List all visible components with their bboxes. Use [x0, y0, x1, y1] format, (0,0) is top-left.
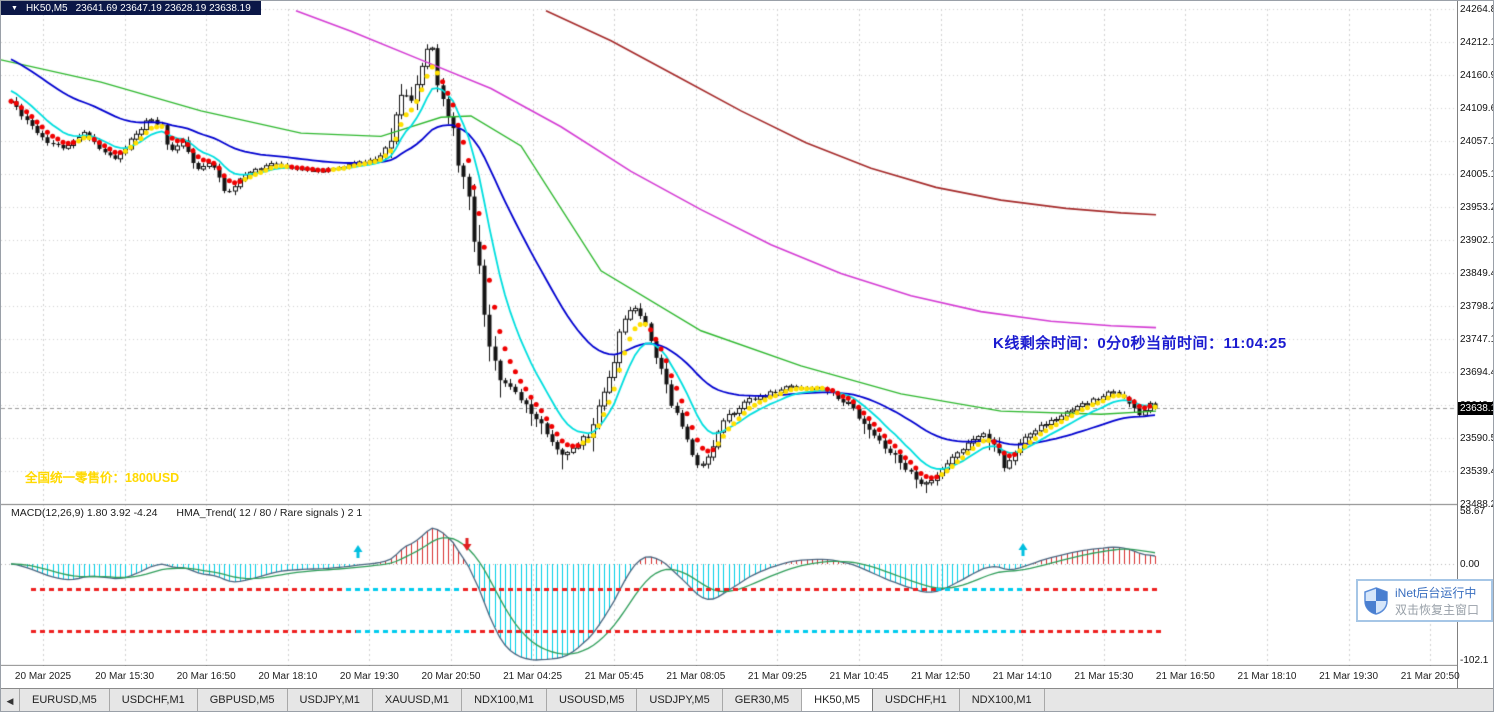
- tab-usdjpy-m5[interactable]: USDJPY,M5: [637, 689, 723, 711]
- time-axis[interactable]: 20 Mar 2025 20 Mar 15:30 20 Mar 16:50 20 Ma…: [1, 666, 1460, 688]
- chart-menu-icon[interactable]: ▼: [11, 4, 18, 12]
- tab-ger30-m5[interactable]: GER30,M5: [722, 689, 803, 711]
- time-axis-label: 21 Mar 08:05: [666, 671, 726, 682]
- macd-axis-label: -102.1: [1460, 655, 1489, 666]
- tab-usdjpy-m1[interactable]: USDJPY,M1: [287, 689, 373, 711]
- candle-countdown-annotation: K线剩余时间：0分0秒当前时间：11:04:25: [993, 335, 1287, 352]
- inet-popup-text: iNet后台运行中 双击恢复主窗口: [1395, 584, 1479, 618]
- macd-axis-label: 0.00: [1460, 559, 1480, 570]
- time-axis-label: 21 Mar 15:30: [1074, 671, 1134, 682]
- price-axis-label: 23488.25: [1460, 499, 1493, 510]
- price-axis-label: 24212.10: [1460, 37, 1493, 48]
- macd-indicator-label: MACD(12,26,9) 1.80 3.92 -4.24: [11, 507, 158, 519]
- time-axis-label: 20 Mar 15:30: [95, 671, 155, 682]
- price-axis-label: 23539.40: [1460, 466, 1493, 477]
- tab-usdchf-h1[interactable]: USDCHF,H1: [873, 689, 960, 711]
- tab-bar: ◀ EURUSD,M5 USDCHF,M1 GBPUSD,M5 USDJPY,M1 XA…: [1, 688, 1493, 711]
- tab-gbpusd-m5[interactable]: GBPUSD,M5: [197, 689, 288, 711]
- time-axis-label: 21 Mar 14:10: [992, 671, 1052, 682]
- chart-ohlc-values: 23641.69 23647.19 23628.19 23638.19: [75, 2, 251, 14]
- time-axis-label: 21 Mar 20:50: [1400, 671, 1460, 682]
- time-axis-label: 20 Mar 2025: [14, 671, 72, 682]
- tab-ndx100-m1[interactable]: NDX100,M1: [462, 689, 547, 711]
- tab-ndx100-m1[interactable]: NDX100,M1: [959, 689, 1045, 711]
- tab-usousd-m5[interactable]: USOUSD,M5: [546, 689, 638, 711]
- tab-xauusd-m1[interactable]: XAUUSD,M1: [372, 689, 463, 711]
- time-axis-label: 21 Mar 04:25: [503, 671, 563, 682]
- price-axis-label: 23849.40: [1460, 268, 1493, 279]
- price-axis-label: 23798.25: [1460, 301, 1493, 312]
- chart-title-bar: ▼ HK50,M5 23641.69 23647.19 23628.19 236…: [1, 1, 261, 15]
- price-axis-label: 23953.20: [1460, 202, 1493, 213]
- time-axis-label: 20 Mar 16:50: [176, 671, 236, 682]
- tab-hk50-m5[interactable]: HK50,M5: [802, 689, 873, 711]
- price-axis-label: 24109.60: [1460, 103, 1493, 114]
- time-axis-label: 20 Mar 18:10: [258, 671, 318, 682]
- time-axis-label: 20 Mar 20:50: [421, 671, 481, 682]
- chart-symbol-label: HK50,M5: [25, 2, 68, 14]
- time-axis-label: 21 Mar 19:30: [1319, 671, 1379, 682]
- time-axis-label: 21 Mar 05:45: [584, 671, 644, 682]
- price-axis-label: 24005.10: [1460, 169, 1493, 180]
- price-chart-canvas[interactable]: [1, 1, 1457, 688]
- shield-icon: [1364, 586, 1388, 615]
- price-axis-label: 24057.10: [1460, 136, 1493, 147]
- current-price-tag: 23638.19: [1458, 402, 1493, 415]
- inet-status-text: iNet后台运行中: [1395, 585, 1477, 600]
- price-axis-label: 24264.80: [1460, 4, 1493, 15]
- price-axis-label: 23902.10: [1460, 235, 1493, 246]
- price-axis-label: 23747.10: [1460, 334, 1493, 345]
- tab-scroll-left-button[interactable]: ◀: [1, 689, 20, 711]
- price-axis[interactable]: 23638.19 24264.80 24212.10 24160.90 24109.6…: [1457, 1, 1493, 688]
- hma-trend-indicator-label: HMA_Trend( 12 / 80 / Rare signals ) 2 1: [176, 507, 363, 519]
- time-axis-label: 21 Mar 10:45: [829, 671, 889, 682]
- inet-popup[interactable]: iNet后台运行中 双击恢复主窗口: [1356, 579, 1493, 622]
- vendor-watermark-text: 全国统一零售价：1800USD: [25, 471, 180, 485]
- price-axis-label: 23694.45: [1460, 367, 1493, 378]
- time-axis-label: 21 Mar 18:10: [1237, 671, 1297, 682]
- price-axis-label: 23590.55: [1460, 433, 1493, 444]
- price-axis-label: 24160.90: [1460, 70, 1493, 81]
- tab-eurusd-m5[interactable]: EURUSD,M5: [20, 689, 110, 711]
- inet-hint-text: 双击恢复主窗口: [1395, 602, 1480, 617]
- time-axis-label: 21 Mar 09:25: [747, 671, 807, 682]
- tab-usdchf-m1[interactable]: USDCHF,M1: [109, 689, 198, 711]
- macd-axis-label: 58.67: [1460, 506, 1486, 517]
- time-axis-label: 20 Mar 19:30: [339, 671, 399, 682]
- time-axis-label: 21 Mar 16:50: [1155, 671, 1215, 682]
- indicator-label-row: MACD(12,26,9) 1.80 3.92 -4.24 HMA_Trend(…: [11, 507, 378, 519]
- time-axis-label: 21 Mar 12:50: [911, 671, 971, 682]
